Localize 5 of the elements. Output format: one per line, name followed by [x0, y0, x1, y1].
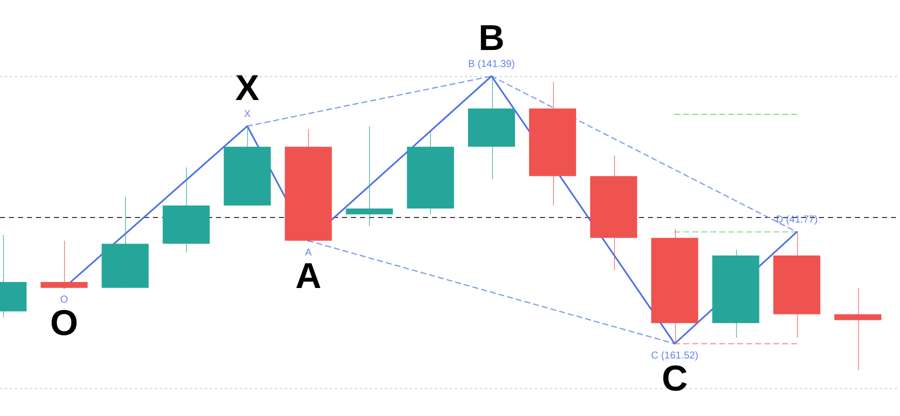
annotation: D (41.77): [776, 214, 818, 226]
annotation: X: [235, 67, 260, 108]
text: B: [478, 17, 505, 58]
text: B (141.39): [468, 58, 515, 70]
annotation: X: [244, 108, 251, 120]
